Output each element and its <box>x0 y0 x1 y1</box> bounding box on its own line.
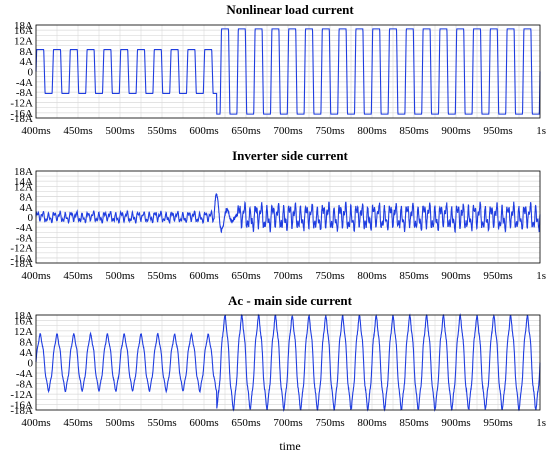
chart-title: Nonlinear load current <box>226 2 354 17</box>
y-tick-label: 8A <box>20 192 34 204</box>
y-tick-label: -12A <box>10 243 33 255</box>
y-tick-label: 0 <box>28 212 34 224</box>
x-tick-label: 900ms <box>441 125 470 137</box>
y-tick-label: -18A <box>10 258 33 270</box>
y-tick-label: 4A <box>20 347 34 359</box>
y-tick-label: 4A <box>20 202 34 214</box>
x-tick-label: 500ms <box>105 270 134 282</box>
y-tick-label: -16A <box>10 108 33 120</box>
x-tick-label: 600ms <box>189 270 218 282</box>
x-tick-label: 550ms <box>147 125 176 137</box>
y-tick-label: -8A <box>16 232 33 244</box>
x-tick-label: 650ms <box>231 125 260 137</box>
y-tick-label: 18A <box>14 20 33 32</box>
x-tick-label: 700ms <box>273 270 302 282</box>
x-tick-label: 900ms <box>441 270 470 282</box>
y-tick-label: 16A <box>14 315 33 327</box>
x-tick-label: 700ms <box>273 417 302 429</box>
x-axis-ticks: 400ms 450ms 500ms 550ms 600ms 650ms 700ms 750ms… <box>21 270 546 282</box>
series-line <box>35 28 541 115</box>
x-tick-label: 400ms <box>21 125 50 137</box>
y-tick-label: 14A <box>14 176 33 188</box>
y-tick-label: -8A <box>16 87 33 99</box>
x-tick-label: 500ms <box>105 125 134 137</box>
x-axis-label: time <box>279 439 300 453</box>
y-tick-label: -12A <box>10 98 33 110</box>
plot-frame <box>35 170 541 264</box>
x-tick-label: 1s <box>536 270 546 282</box>
x-tick-label: 500ms <box>105 417 134 429</box>
y-tick-label: 8A <box>20 336 34 348</box>
x-tick-label: 1s <box>536 125 546 137</box>
series-line <box>35 193 541 234</box>
x-tick-label: 850ms <box>399 417 428 429</box>
x-tick-label: 850ms <box>399 270 428 282</box>
y-tick-label: 4A <box>20 56 34 68</box>
x-tick-label: 750ms <box>315 417 344 429</box>
plot-frame <box>35 314 541 411</box>
y-tick-label: 12A <box>14 181 33 193</box>
y-tick-label: 18A <box>14 166 33 178</box>
x-axis-ticks: 400ms 450ms 500ms 550ms 600ms 650ms 700ms 750ms… <box>21 417 546 429</box>
series-line-group <box>35 28 541 115</box>
grid <box>35 314 541 411</box>
series-line-group <box>35 312 541 413</box>
y-tick-label: -16A <box>10 253 33 265</box>
x-tick-label: 700ms <box>273 125 302 137</box>
y-tick-label: -4A <box>16 368 33 380</box>
y-tick-label: -16A <box>10 400 33 412</box>
x-tick-label: 950ms <box>483 417 512 429</box>
x-tick-label: 650ms <box>231 270 260 282</box>
x-axis-ticks: 400ms 450ms 500ms 550ms 600ms 650ms 700ms 750ms… <box>21 125 546 137</box>
series-line-group <box>35 193 541 234</box>
y-tick-label: -4A <box>16 77 33 89</box>
y-tick-label: -12A <box>10 389 33 401</box>
x-tick-label: 900ms <box>441 417 470 429</box>
y-tick-label: -18A <box>10 113 33 125</box>
y-tick-label: -4A <box>16 222 33 234</box>
x-tick-label: 450ms <box>63 417 92 429</box>
x-tick-label: 400ms <box>21 417 50 429</box>
y-tick-label: 12A <box>14 326 33 338</box>
panel-nonlinear-load-current: Nonlinear load current 18A16A12A8A4A0-4A… <box>10 2 546 137</box>
x-tick-label: 650ms <box>231 417 260 429</box>
y-tick-label: 12A <box>14 36 33 48</box>
panel-inverter-side-current: Inverter side current 18A14A12A8A4A0-4A-… <box>10 148 546 282</box>
x-tick-label: 800ms <box>357 125 386 137</box>
x-tick-label: 950ms <box>483 270 512 282</box>
panel-ac-main-side-current: Ac - main side current 18A16A12A8A4A0-4A… <box>10 293 546 429</box>
chart-title: Inverter side current <box>232 148 348 163</box>
series-line <box>35 312 541 413</box>
y-tick-label: -18A <box>10 405 33 417</box>
y-tick-label: 16A <box>14 25 33 37</box>
x-tick-label: 400ms <box>21 270 50 282</box>
x-tick-label: 800ms <box>357 417 386 429</box>
x-tick-label: 600ms <box>189 417 218 429</box>
x-tick-label: 450ms <box>63 125 92 137</box>
x-tick-label: 450ms <box>63 270 92 282</box>
x-tick-label: 850ms <box>399 125 428 137</box>
y-tick-label: 18A <box>14 310 33 322</box>
x-tick-label: 750ms <box>315 270 344 282</box>
plot-frame <box>35 24 541 119</box>
x-tick-label: 800ms <box>357 270 386 282</box>
x-tick-label: 600ms <box>189 125 218 137</box>
x-tick-label: 550ms <box>147 417 176 429</box>
x-tick-label: 950ms <box>483 125 512 137</box>
x-tick-label: 750ms <box>315 125 344 137</box>
x-tick-label: 1s <box>536 417 546 429</box>
y-tick-label: -8A <box>16 379 33 391</box>
y-tick-label: 0 <box>28 358 34 370</box>
chart-title: Ac - main side current <box>228 293 353 308</box>
x-tick-label: 550ms <box>147 270 176 282</box>
y-tick-label: 8A <box>20 46 34 58</box>
y-tick-label: 0 <box>28 67 34 79</box>
